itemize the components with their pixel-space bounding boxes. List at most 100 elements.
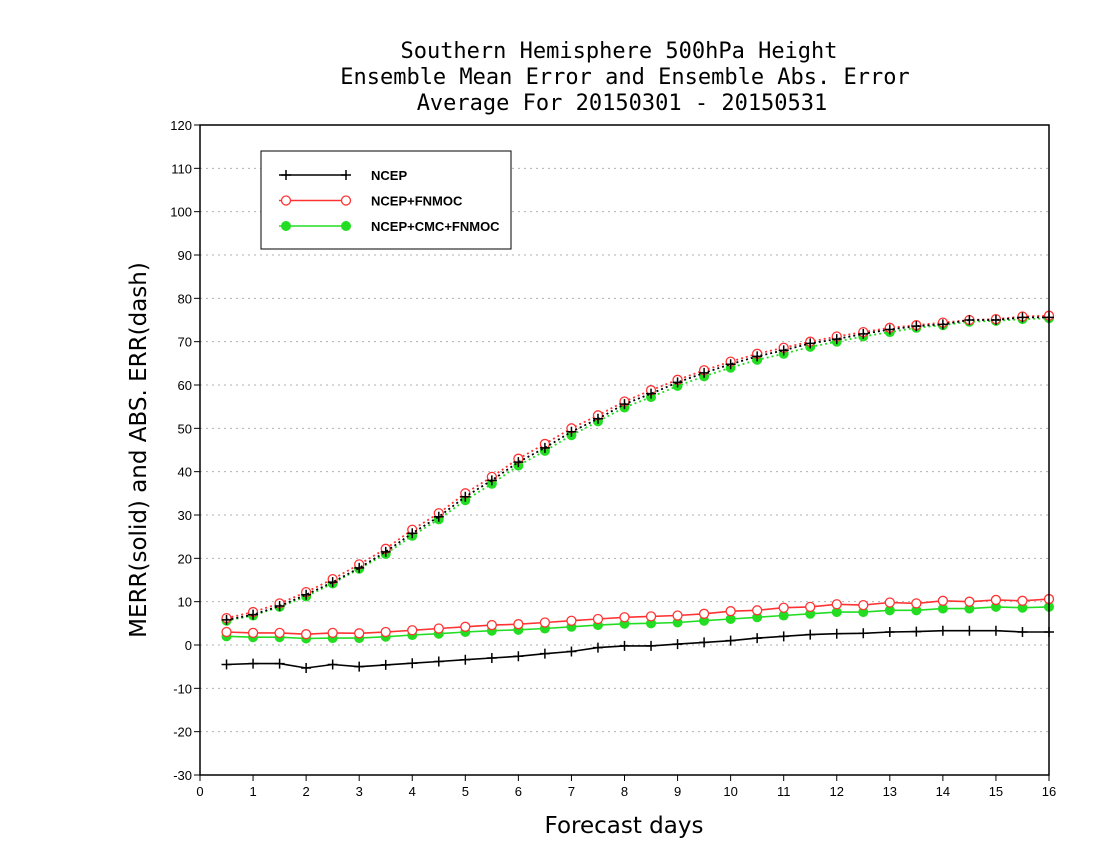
legend-marker [341,170,351,180]
merr-point [407,625,418,636]
y-tick-label: 80 [178,291,192,306]
x-tick-label: 16 [1042,784,1056,799]
y-tick-label: 70 [178,335,192,350]
merr-point [937,625,948,636]
merr-point [380,659,391,670]
abs-err-point [274,601,285,611]
merr-line [226,629,1049,669]
legend-item-ncep-cmc-fnmoc: NCEP+CMC+FNMOC [279,219,500,234]
merr-point [248,658,259,669]
abs-err-point [937,319,948,330]
merr-point [513,619,524,630]
abs-err-point [831,334,842,345]
y-axis-label: MERR(solid) and ABS. ERR(dash) [126,262,152,638]
merr-point [645,611,657,622]
y-tick-label: -30 [173,768,192,783]
y-tick-label: 30 [178,508,192,523]
merr-point [725,606,736,617]
abs-err-point [964,315,975,325]
abs-err-point [752,351,763,362]
merr-line [226,598,1050,636]
abs-err-point [884,324,895,335]
abs-err-point [725,359,736,370]
merr-point [460,621,471,632]
merr-point [698,608,710,619]
merr-point [592,613,604,625]
y-tick-label: 120 [170,118,192,133]
abs-err-point [699,367,710,378]
abs-err-point [301,589,312,600]
merr-point [592,642,603,653]
x-tick-label: 2 [303,784,310,799]
abs-err-point [486,475,497,486]
abs-err-point [460,491,471,502]
abs-err-point [805,338,816,349]
merr-point [274,627,285,639]
legend-item-ncep-fnmoc: NCEP+FNMOC [279,194,463,209]
merr-point [831,599,842,610]
legend-marker [281,170,291,180]
x-tick-label: 5 [462,784,469,799]
y-tick-label: 100 [170,205,192,220]
merr-point [486,619,497,631]
merr-point [672,610,683,621]
legend-marker [281,221,291,231]
y-tick-label: 90 [178,248,192,263]
merr-point [539,617,551,628]
abs-err-point [911,321,922,332]
merr-point [247,627,259,639]
legend-label: NCEP+CMC+FNMOC [371,219,500,234]
merr-point [380,626,391,638]
merr-point [672,639,683,650]
y-tick-label: -20 [173,725,192,740]
merr-point [990,594,1002,606]
abs-err-line [226,316,1049,621]
merr-point [327,627,338,639]
abs-err-line [226,317,1050,622]
merr-point [513,651,524,662]
legend-label: NCEP [371,168,407,183]
merr-point [619,612,630,623]
y-tick-label: 10 [178,595,192,610]
merr-point [1017,595,1028,606]
series-ncep [221,312,1054,673]
merr-point [301,662,312,673]
merr-point [221,659,232,670]
chart-title-line-1: Southern Hemisphere 500hPa Height [400,39,837,64]
x-tick-label: 3 [356,784,363,799]
legend-label: NCEP+FNMOC [371,194,463,209]
series-ncep-cmc-fnmoc [221,313,1054,644]
legend-marker [341,221,351,231]
x-tick-label: 0 [196,784,203,799]
merr-point [831,628,842,639]
x-tick-label: 13 [883,784,897,799]
abs-err-point [513,457,524,468]
merr-point [964,625,975,636]
x-tick-label: 10 [723,784,737,799]
abs-err-point [221,614,232,625]
y-tick-label: 20 [178,551,192,566]
series-ncep-fnmoc [221,310,1055,640]
merr-point [699,637,710,648]
merr-point [725,635,736,646]
x-tick-label: 7 [568,784,575,799]
merr-point [937,595,949,606]
merr-point [778,631,789,642]
abs-err-point [646,388,657,399]
merr-point [1017,627,1028,637]
merr-point [407,658,418,669]
abs-err-point [990,315,1001,325]
merr-point [911,598,922,609]
merr-point [433,623,444,634]
merr-point [752,605,763,616]
abs-err-point [433,511,444,522]
merr-point [300,629,312,640]
merr-point [778,602,789,613]
merr-point [990,625,1001,636]
merr-point [566,615,577,626]
y-tick-label: 40 [178,465,192,480]
abs-err-point [380,546,391,557]
abs-err-point [858,328,869,339]
y-tick-label: 50 [178,421,192,436]
x-tick-label: 15 [989,784,1003,799]
